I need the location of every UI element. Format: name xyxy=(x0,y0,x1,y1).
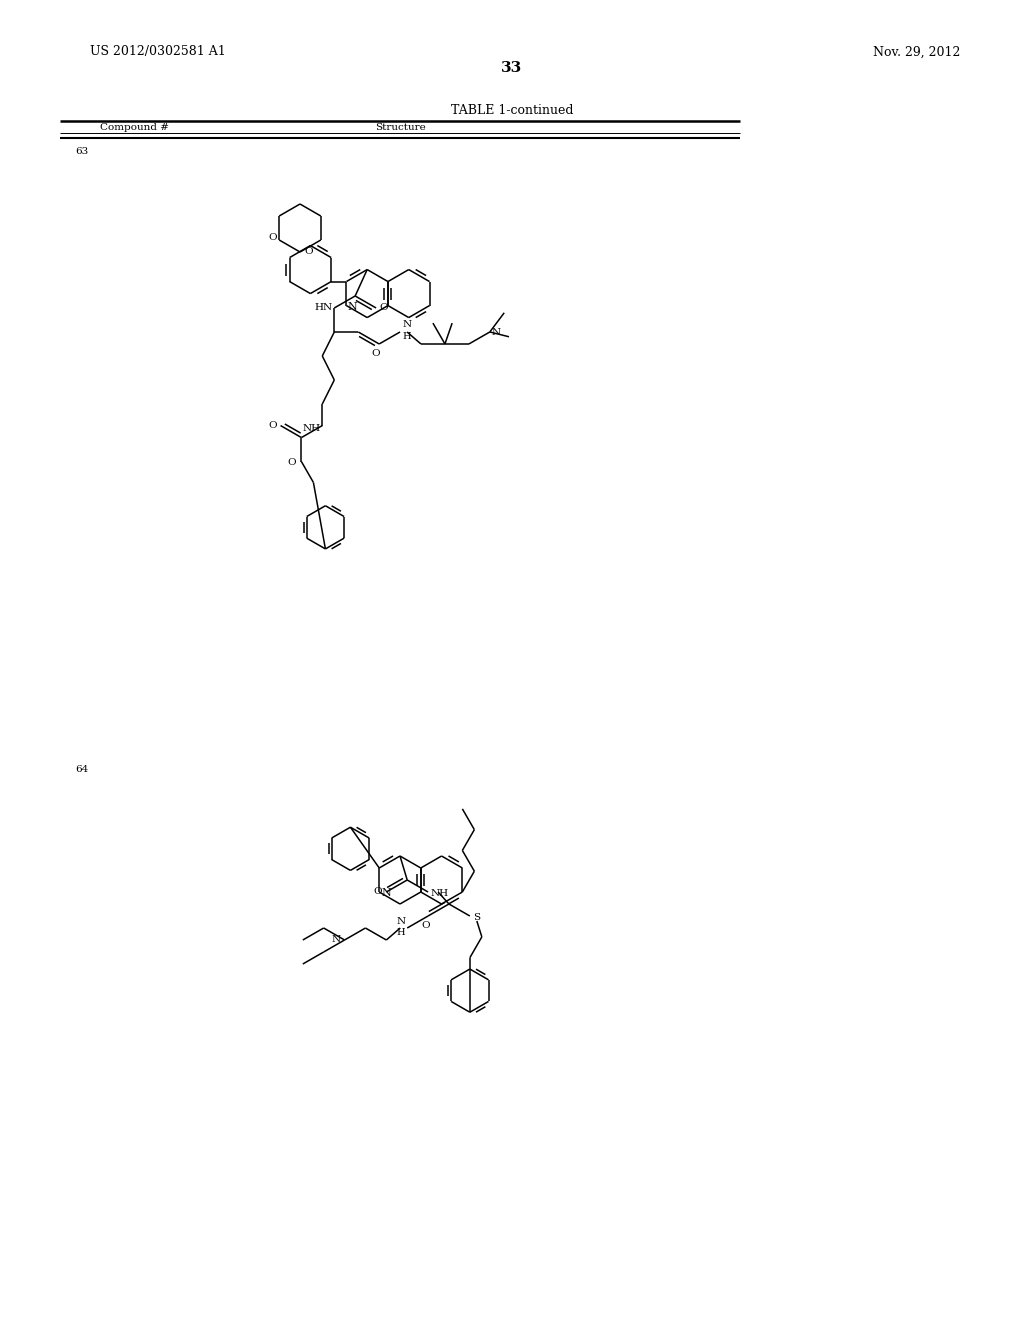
Text: H: H xyxy=(396,928,406,937)
Text: NH: NH xyxy=(302,424,321,433)
Text: O: O xyxy=(422,921,430,931)
Text: Structure: Structure xyxy=(375,124,425,132)
Text: O: O xyxy=(268,232,278,242)
Text: 64: 64 xyxy=(75,766,88,775)
Text: 63: 63 xyxy=(75,148,88,157)
Text: N: N xyxy=(332,936,341,945)
Text: Compound #: Compound # xyxy=(100,124,169,132)
Text: O: O xyxy=(268,421,276,430)
Text: Nov. 29, 2012: Nov. 29, 2012 xyxy=(872,45,961,58)
Text: O: O xyxy=(379,304,388,313)
Text: US 2012/0302581 A1: US 2012/0302581 A1 xyxy=(90,45,225,58)
Text: H: H xyxy=(402,331,411,341)
Text: O: O xyxy=(304,248,312,256)
Text: N: N xyxy=(347,301,357,312)
Text: HN: HN xyxy=(314,304,333,313)
Text: O: O xyxy=(372,350,381,359)
Text: N: N xyxy=(492,329,501,338)
Text: N: N xyxy=(396,916,406,925)
Text: TABLE 1-continued: TABLE 1-continued xyxy=(451,103,573,116)
Text: 33: 33 xyxy=(502,61,522,75)
Text: S: S xyxy=(473,913,480,923)
Text: NH: NH xyxy=(430,890,449,899)
Text: O: O xyxy=(374,887,382,896)
Text: O: O xyxy=(288,458,296,467)
Text: N: N xyxy=(402,321,412,330)
Text: N: N xyxy=(381,888,391,898)
